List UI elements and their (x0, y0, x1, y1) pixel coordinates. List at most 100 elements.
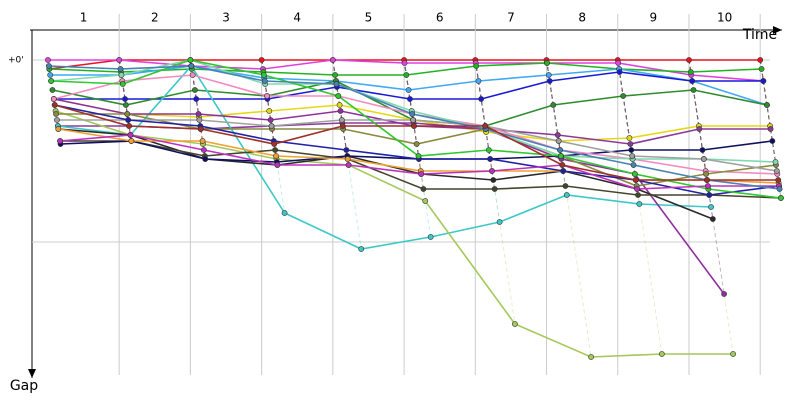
point (772, 159, 779, 165)
point (704, 177, 710, 183)
x-tick-label: 3 (222, 11, 230, 25)
point (123, 102, 129, 108)
point (690, 87, 697, 93)
connector (474, 59, 487, 130)
point (658, 351, 665, 357)
point (558, 153, 564, 159)
connector (261, 59, 268, 97)
x-axis-label: Time (742, 27, 777, 43)
point (496, 219, 503, 225)
point (615, 60, 622, 66)
y-axis-label: Gap (10, 378, 38, 394)
point (119, 81, 126, 87)
y-tick-label: +0' (8, 56, 24, 66)
point (51, 102, 58, 108)
point (629, 153, 636, 159)
point (55, 126, 62, 132)
connector (617, 59, 634, 160)
x-tick-label: 8 (578, 11, 586, 25)
connector (403, 59, 413, 115)
point (45, 63, 52, 69)
point (187, 57, 194, 63)
x-tick-label: 1 (80, 11, 88, 25)
point (700, 156, 707, 162)
point (689, 78, 696, 84)
connector (617, 59, 636, 175)
point (709, 216, 716, 222)
connector (474, 59, 491, 160)
point (409, 111, 416, 117)
series-line (53, 98, 725, 295)
point (329, 57, 336, 63)
point (407, 96, 413, 102)
point (699, 147, 706, 153)
point (128, 138, 135, 144)
connector (759, 59, 772, 130)
point (281, 210, 288, 216)
point (767, 126, 774, 132)
point (411, 123, 417, 129)
point (117, 66, 124, 72)
point (403, 72, 410, 78)
point (125, 117, 132, 123)
connector (617, 59, 635, 166)
lines (48, 59, 781, 358)
point (258, 57, 265, 63)
point (410, 117, 416, 123)
point (769, 138, 776, 144)
points (45, 57, 784, 360)
x-tick-label: 6 (436, 11, 444, 25)
point (260, 72, 267, 78)
point (122, 96, 128, 102)
point (620, 93, 627, 99)
point (268, 123, 275, 129)
point (776, 186, 783, 192)
point (116, 57, 123, 63)
point (559, 162, 566, 168)
point (127, 132, 134, 138)
point (272, 147, 279, 153)
connector (759, 59, 777, 166)
point (635, 192, 641, 198)
point (773, 168, 780, 174)
point (588, 354, 594, 360)
x-tick-label: 9 (650, 11, 658, 25)
connector (546, 59, 592, 358)
point (118, 72, 125, 78)
point (188, 63, 195, 69)
point (418, 171, 425, 177)
connector (403, 59, 422, 175)
point (703, 171, 709, 177)
point (197, 126, 204, 132)
point (47, 72, 54, 78)
point (273, 153, 279, 159)
point (48, 78, 55, 84)
connector (688, 59, 725, 295)
point (266, 108, 273, 114)
point (708, 204, 714, 210)
point (267, 117, 274, 123)
point (631, 171, 638, 177)
connector (474, 59, 490, 151)
point (563, 192, 570, 198)
connector (759, 59, 778, 172)
connectors (118, 59, 782, 358)
point (634, 186, 641, 192)
connector (688, 59, 700, 130)
x-tick-label: 5 (365, 11, 373, 25)
point (124, 111, 131, 117)
x-tick-label: 10 (717, 11, 732, 25)
point (478, 96, 485, 102)
point (696, 126, 703, 132)
point (196, 117, 203, 123)
point (413, 141, 420, 147)
point (192, 87, 198, 93)
point (343, 147, 350, 153)
point (757, 57, 764, 63)
connector (332, 59, 339, 97)
point (550, 102, 557, 108)
point (333, 81, 340, 87)
point (53, 111, 59, 117)
connector (403, 59, 426, 202)
